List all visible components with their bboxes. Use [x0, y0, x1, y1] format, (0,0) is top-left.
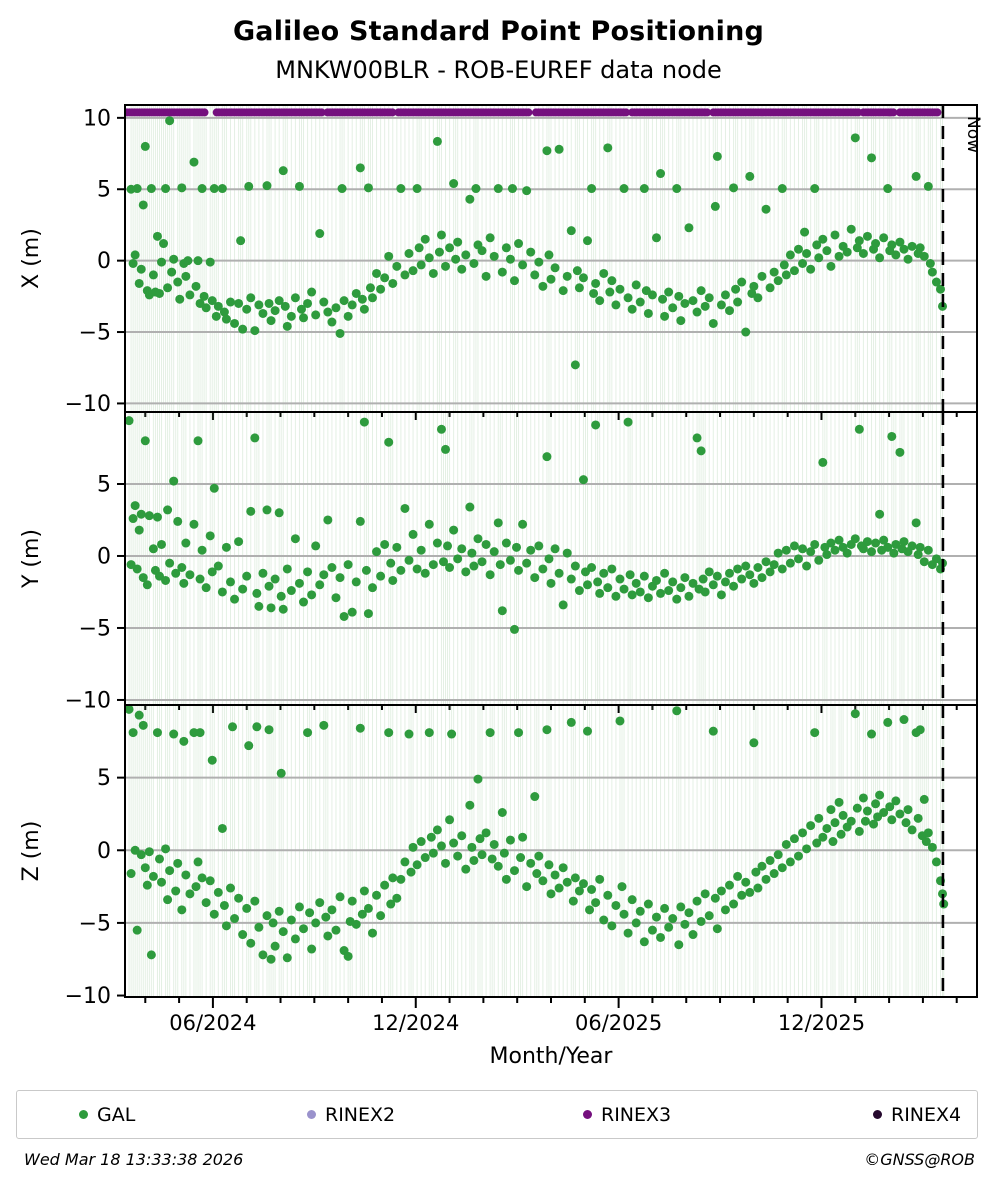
svg-text:−5: −5 [79, 911, 111, 936]
rinex3-dot-icon [583, 1110, 592, 1119]
x-axis-label: Month/Year [489, 1044, 613, 1069]
svg-text:0: 0 [97, 544, 111, 569]
svg-text:10: 10 [83, 106, 111, 131]
rinex2-dot-icon [307, 1110, 316, 1119]
svg-text:−10: −10 [65, 688, 111, 713]
panel-1 [125, 412, 977, 705]
x-tick-label: 12/2024 [372, 1011, 459, 1035]
svg-text:0: 0 [97, 839, 111, 864]
rinex4-dot-icon [873, 1110, 882, 1119]
y-axis-label-1: Y (m) [19, 529, 44, 589]
x-tick-label: 06/2024 [169, 1011, 256, 1035]
panel-2 [125, 705, 977, 997]
panel-0 [125, 105, 977, 412]
svg-text:−5: −5 [79, 321, 111, 346]
gal-points-2 [125, 705, 949, 964]
y-axis-label-2: Z (m) [19, 821, 44, 882]
x-tick-label: 06/2025 [575, 1011, 662, 1035]
legend-item-gal: GAL [79, 1091, 135, 1138]
plot-timestamp: Wed Mar 18 13:33:38 2026 [24, 1150, 244, 1169]
svg-text:−10: −10 [65, 392, 111, 417]
rinex3-band [125, 108, 942, 117]
chart-subtitle: MNKW00BLR - ROB-EUREF data node [275, 56, 722, 84]
svg-text:5: 5 [97, 472, 111, 497]
copyright: ©GNSS@ROB [864, 1150, 975, 1169]
svg-text:0: 0 [97, 249, 111, 274]
svg-text:−5: −5 [79, 616, 111, 641]
legend-item-rinex4: RINEX4 [873, 1091, 961, 1138]
legend-item-rinex2: RINEX2 [307, 1091, 395, 1138]
chart-title: Galileo Standard Point Positioning [232, 16, 765, 47]
now-label: Now [963, 116, 983, 153]
plot-area: 10 5 0 −5 −10 X (m) 5 0 −5 −10 Y (m) 5 0 −5 −10 Z (m) 06… [19, 104, 983, 1035]
svg-text:5: 5 [97, 766, 111, 791]
gal-points-0 [126, 116, 948, 370]
gal-points-1 [125, 416, 948, 634]
gal-dot-icon [79, 1110, 88, 1119]
y-axis-label-0: X (m) [19, 228, 44, 289]
svg-text:5: 5 [97, 178, 111, 203]
x-tick-label: 12/2025 [778, 1011, 865, 1035]
svg-text:−10: −10 [65, 984, 111, 1009]
legend-item-rinex3: RINEX3 [583, 1091, 671, 1138]
legend-box: GAL RINEX2 RINEX3 RINEX4 [16, 1090, 978, 1139]
